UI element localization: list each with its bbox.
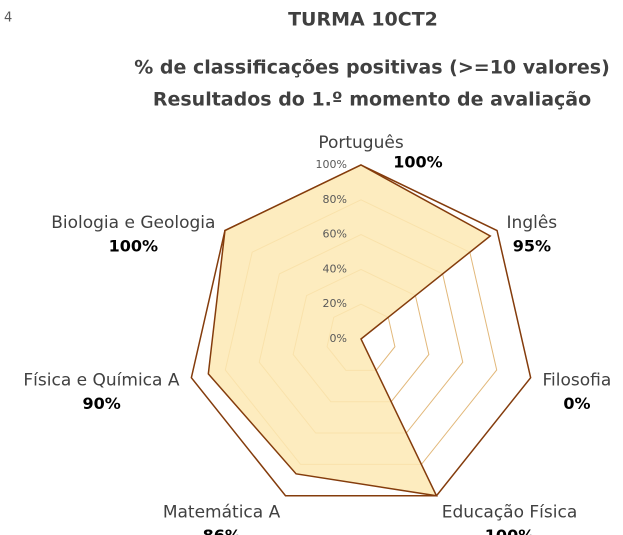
category-label: Física e Química A	[23, 370, 179, 390]
category-label: Português	[318, 133, 404, 153]
data-label: 86%	[203, 526, 241, 535]
category-label: Inglês	[507, 213, 558, 233]
chart-subtitle: Resultados do 1.º momento de avaliação	[153, 89, 591, 111]
tick-label: 80%	[323, 193, 347, 206]
page-number: 4	[4, 11, 12, 26]
tick-label: 0%	[330, 332, 347, 345]
data-area	[207, 164, 492, 497]
tick-label: 20%	[323, 297, 347, 310]
data-label: 100%	[393, 152, 442, 171]
tick-label: 60%	[323, 228, 347, 241]
category-label: Matemática A	[163, 503, 281, 523]
chart-subtitle: % de classificações positivas (>=10 valo…	[134, 57, 610, 79]
category-label: Biologia e Geologia	[51, 213, 215, 233]
data-label: 95%	[513, 236, 551, 255]
grid-ring	[190, 164, 532, 497]
data-label: 90%	[82, 394, 120, 413]
data-label: 0%	[563, 394, 590, 413]
tick-label: 40%	[323, 262, 347, 275]
data-label: 100%	[485, 526, 534, 535]
data-label: 100%	[109, 236, 158, 255]
category-label: Educação Física	[442, 503, 578, 523]
category-label: Filosofia	[543, 370, 612, 390]
chart-title: TURMA 10CT2	[288, 9, 438, 31]
tick-label: 100%	[316, 158, 347, 171]
